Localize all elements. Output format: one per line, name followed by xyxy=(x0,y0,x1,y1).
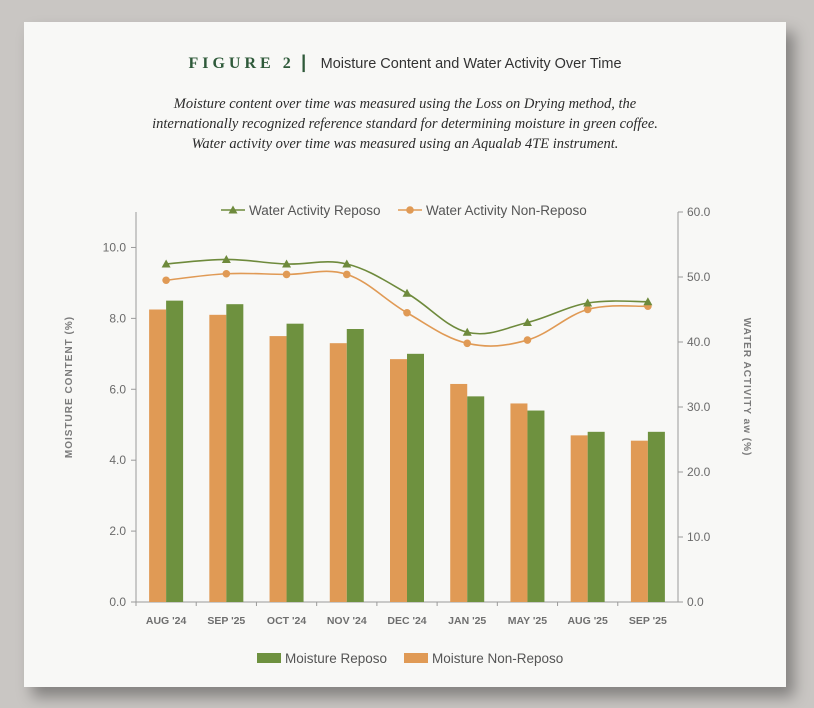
left-axis-tick-label: 0.0 xyxy=(109,595,126,609)
right-axis-title: WATER ACTIVITY aw (%) xyxy=(741,318,752,457)
right-axis-tick-label: 40.0 xyxy=(687,335,711,349)
right-axis-tick-label: 10.0 xyxy=(687,530,711,544)
bar-moisture-reposo xyxy=(527,410,545,602)
right-axis-tick-label: 60.0 xyxy=(687,205,711,219)
point-water-activity-reposo xyxy=(643,297,653,306)
point-water-activity-reposo xyxy=(161,259,171,268)
bar-moisture-non-reposo xyxy=(630,440,648,602)
left-axis-title: MOISTURE CONTENT (%) xyxy=(64,316,75,458)
left-axis-tick-label: 10.0 xyxy=(103,240,127,254)
x-axis-tick-label: MAY '25 xyxy=(508,615,547,627)
x-axis-tick-label: AUG '24 xyxy=(146,615,187,627)
x-axis-tick-label: SEP '25 xyxy=(629,615,667,627)
point-water-activity-reposo xyxy=(583,298,593,307)
left-axis-tick-label: 8.0 xyxy=(109,311,126,325)
bar-moisture-reposo xyxy=(407,353,424,602)
bar-moisture-reposo xyxy=(226,304,244,602)
caption-line-2: internationally recognized reference sta… xyxy=(152,116,658,132)
point-water-activity-reposo xyxy=(402,288,412,297)
legend-label-moisture-non-reposo: Moisture Non-Reposo xyxy=(432,651,563,666)
caption-line-3: Water activity over time was measured us… xyxy=(191,136,619,152)
right-axis-tick-label: 20.0 xyxy=(687,465,711,479)
figure-label: FIGURE 2 xyxy=(188,55,295,72)
legend-label-water-activity-reposo: Water Activity Reposo xyxy=(249,203,381,218)
bar-moisture-reposo xyxy=(647,431,665,602)
legend-swatch-moisture-reposo xyxy=(257,653,281,663)
bar-moisture-non-reposo xyxy=(510,403,528,602)
left-axis-tick-label: 4.0 xyxy=(109,453,126,467)
x-axis-tick-label: NOV '24 xyxy=(327,615,367,627)
legend-label-water-activity-non-reposo: Water Activity Non-Reposo xyxy=(426,203,587,218)
point-water-activity-reposo xyxy=(462,327,472,336)
left-axis-tick-label: 6.0 xyxy=(109,382,126,396)
bar-moisture-reposo xyxy=(346,329,364,602)
right-axis-tick-label: 50.0 xyxy=(687,270,711,284)
point-water-activity-non-reposo xyxy=(463,339,472,348)
x-axis-tick-label: AUG '25 xyxy=(567,615,608,627)
bar-moisture-non-reposo xyxy=(269,336,287,602)
figure-caption: Moisture content over time was measured … xyxy=(104,94,706,154)
x-axis-tick-label: JAN '25 xyxy=(448,615,486,627)
point-water-activity-reposo xyxy=(282,259,292,268)
bar-moisture-reposo xyxy=(166,300,184,602)
point-water-activity-non-reposo xyxy=(403,308,411,317)
figure-header: FIGURE 2 | Moisture Content and Water Ac… xyxy=(24,52,786,73)
right-axis-tick-label: 30.0 xyxy=(687,400,711,414)
bar-moisture-non-reposo xyxy=(450,383,468,602)
legend-marker-triangle xyxy=(228,205,238,214)
point-water-activity-reposo xyxy=(522,318,532,326)
caption-line-1: Moisture content over time was measured … xyxy=(173,96,637,112)
point-water-activity-non-reposo xyxy=(222,269,231,278)
x-axis-tick-label: SEP '25 xyxy=(207,615,245,627)
bar-moisture-non-reposo xyxy=(570,435,588,602)
point-water-activity-reposo xyxy=(221,254,231,263)
legend-label-moisture-reposo: Moisture Reposo xyxy=(285,651,387,666)
x-axis-tick-label: DEC '24 xyxy=(387,615,426,627)
bar-moisture-non-reposo xyxy=(209,314,227,602)
bar-moisture-reposo xyxy=(467,396,485,602)
bar-moisture-non-reposo xyxy=(390,359,407,602)
bar-moisture-reposo xyxy=(587,431,605,602)
point-water-activity-reposo xyxy=(342,259,352,268)
figure-separator: | xyxy=(301,52,307,72)
bar-moisture-non-reposo xyxy=(149,309,167,602)
legend-swatch-moisture-non-reposo xyxy=(404,653,428,663)
bar-moisture-non-reposo xyxy=(329,343,347,602)
point-water-activity-non-reposo xyxy=(523,336,532,344)
point-water-activity-non-reposo xyxy=(342,270,351,279)
bar-moisture-reposo xyxy=(286,323,304,602)
figure-title: Moisture Content and Water Activity Over… xyxy=(320,56,622,72)
x-axis-tick-label: OCT '24 xyxy=(267,615,306,627)
point-water-activity-non-reposo xyxy=(282,270,291,279)
left-axis-tick-label: 2.0 xyxy=(109,524,126,538)
legend-marker-circle xyxy=(406,206,414,214)
right-axis-tick-label: 0.0 xyxy=(687,595,704,609)
point-water-activity-non-reposo xyxy=(583,305,592,314)
point-water-activity-non-reposo xyxy=(162,276,170,285)
